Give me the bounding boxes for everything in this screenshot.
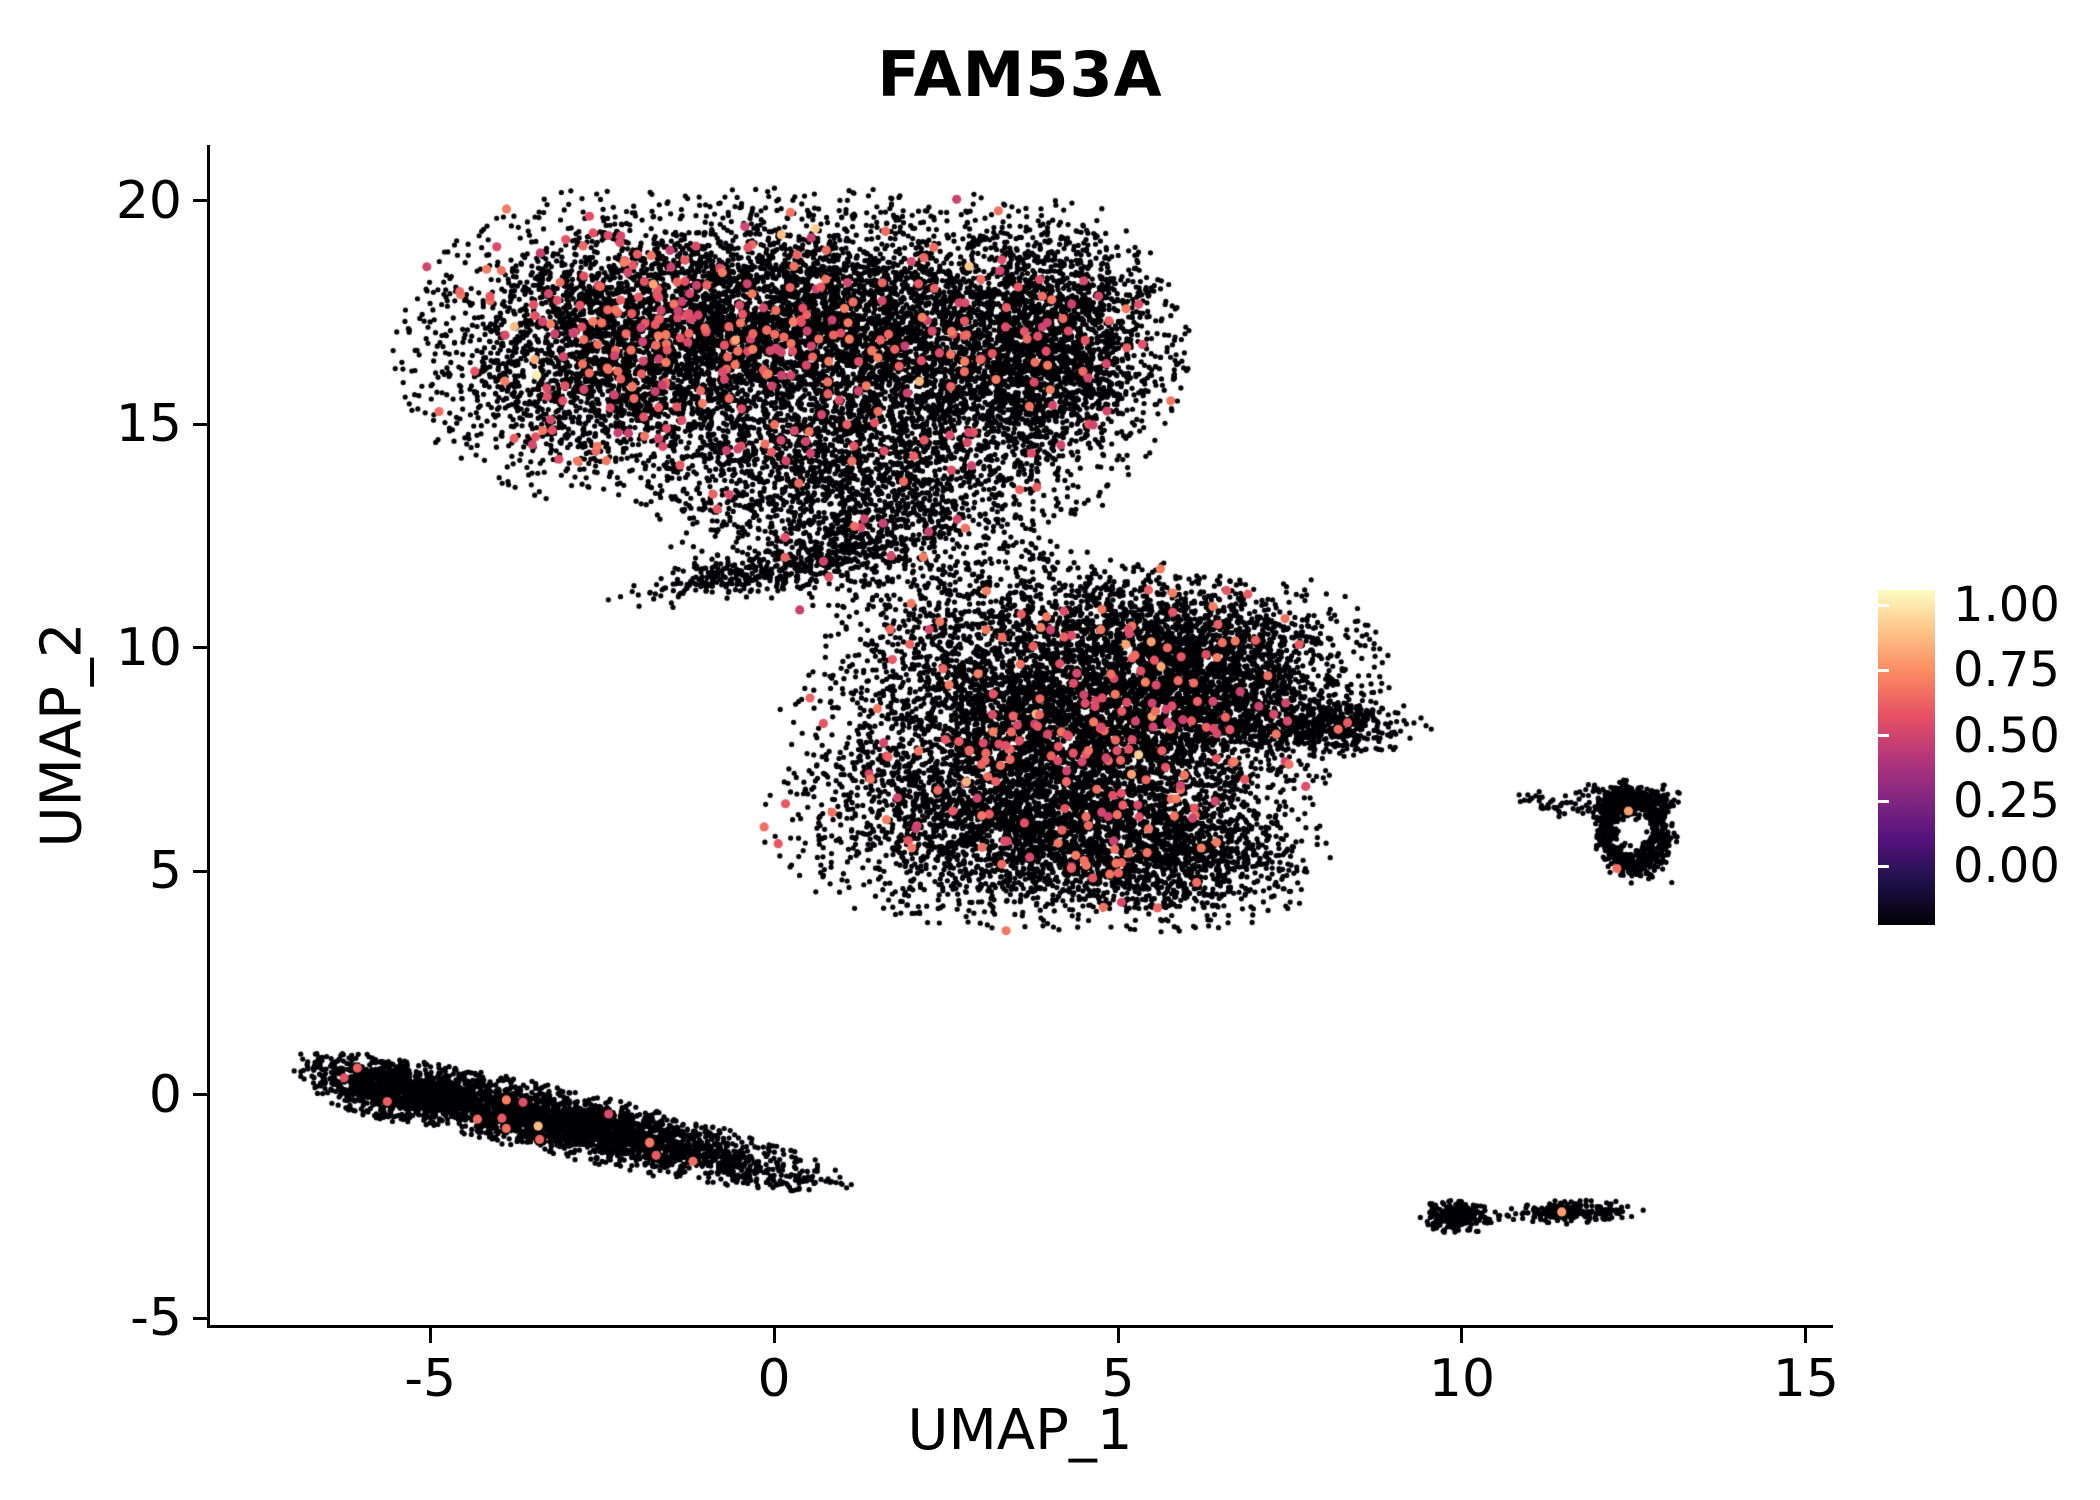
y-tick-label: 15 bbox=[115, 394, 182, 455]
x-tick-label: 15 bbox=[1772, 1349, 1839, 1409]
x-tick-mark bbox=[772, 1328, 776, 1343]
y-tick-mark bbox=[193, 869, 208, 873]
colorbar-tick-label: 0.00 bbox=[1953, 838, 2060, 895]
x-axis-line bbox=[207, 1325, 1833, 1328]
umap-scatter-canvas bbox=[210, 145, 1830, 1325]
plot-title: FAM53A bbox=[877, 38, 1163, 111]
x-tick-label: 5 bbox=[1101, 1349, 1135, 1409]
x-axis-label: UMAP_1 bbox=[907, 1398, 1133, 1463]
y-tick-mark bbox=[193, 646, 208, 650]
colorbar-tick-label: 0.75 bbox=[1953, 642, 2060, 699]
x-tick-mark bbox=[428, 1328, 432, 1343]
colorbar-tick-label: 1.00 bbox=[1953, 577, 2060, 634]
x-tick-label: 10 bbox=[1428, 1349, 1496, 1409]
colorbar-gradient bbox=[1878, 590, 1935, 925]
x-tick-label: 0 bbox=[757, 1349, 791, 1409]
y-tick-mark bbox=[193, 1093, 208, 1097]
x-tick-mark bbox=[1116, 1328, 1120, 1343]
y-tick-label: 20 bbox=[115, 170, 182, 231]
colorbar bbox=[1878, 590, 1935, 925]
colorbar-tick-label: 0.50 bbox=[1953, 707, 2060, 764]
colorbar-tick-mark bbox=[1878, 603, 1889, 607]
y-tick-label: 10 bbox=[115, 617, 182, 678]
colorbar-tick-mark bbox=[1878, 734, 1889, 738]
y-axis-line bbox=[207, 145, 210, 1328]
y-tick-mark bbox=[193, 422, 208, 426]
colorbar-tick-mark bbox=[1878, 799, 1889, 803]
y-tick-label: 5 bbox=[148, 841, 182, 902]
colorbar-tick-mark bbox=[1878, 668, 1889, 672]
y-tick-label: -5 bbox=[130, 1288, 182, 1349]
y-tick-label: 0 bbox=[148, 1064, 182, 1125]
y-tick-mark bbox=[193, 1316, 208, 1320]
y-tick-mark bbox=[193, 199, 208, 203]
x-tick-label: -5 bbox=[404, 1349, 457, 1409]
x-tick-mark bbox=[1460, 1328, 1464, 1343]
colorbar-tick-mark bbox=[1878, 864, 1889, 868]
colorbar-tick-label: 0.25 bbox=[1953, 773, 2060, 830]
x-tick-mark bbox=[1804, 1328, 1808, 1343]
